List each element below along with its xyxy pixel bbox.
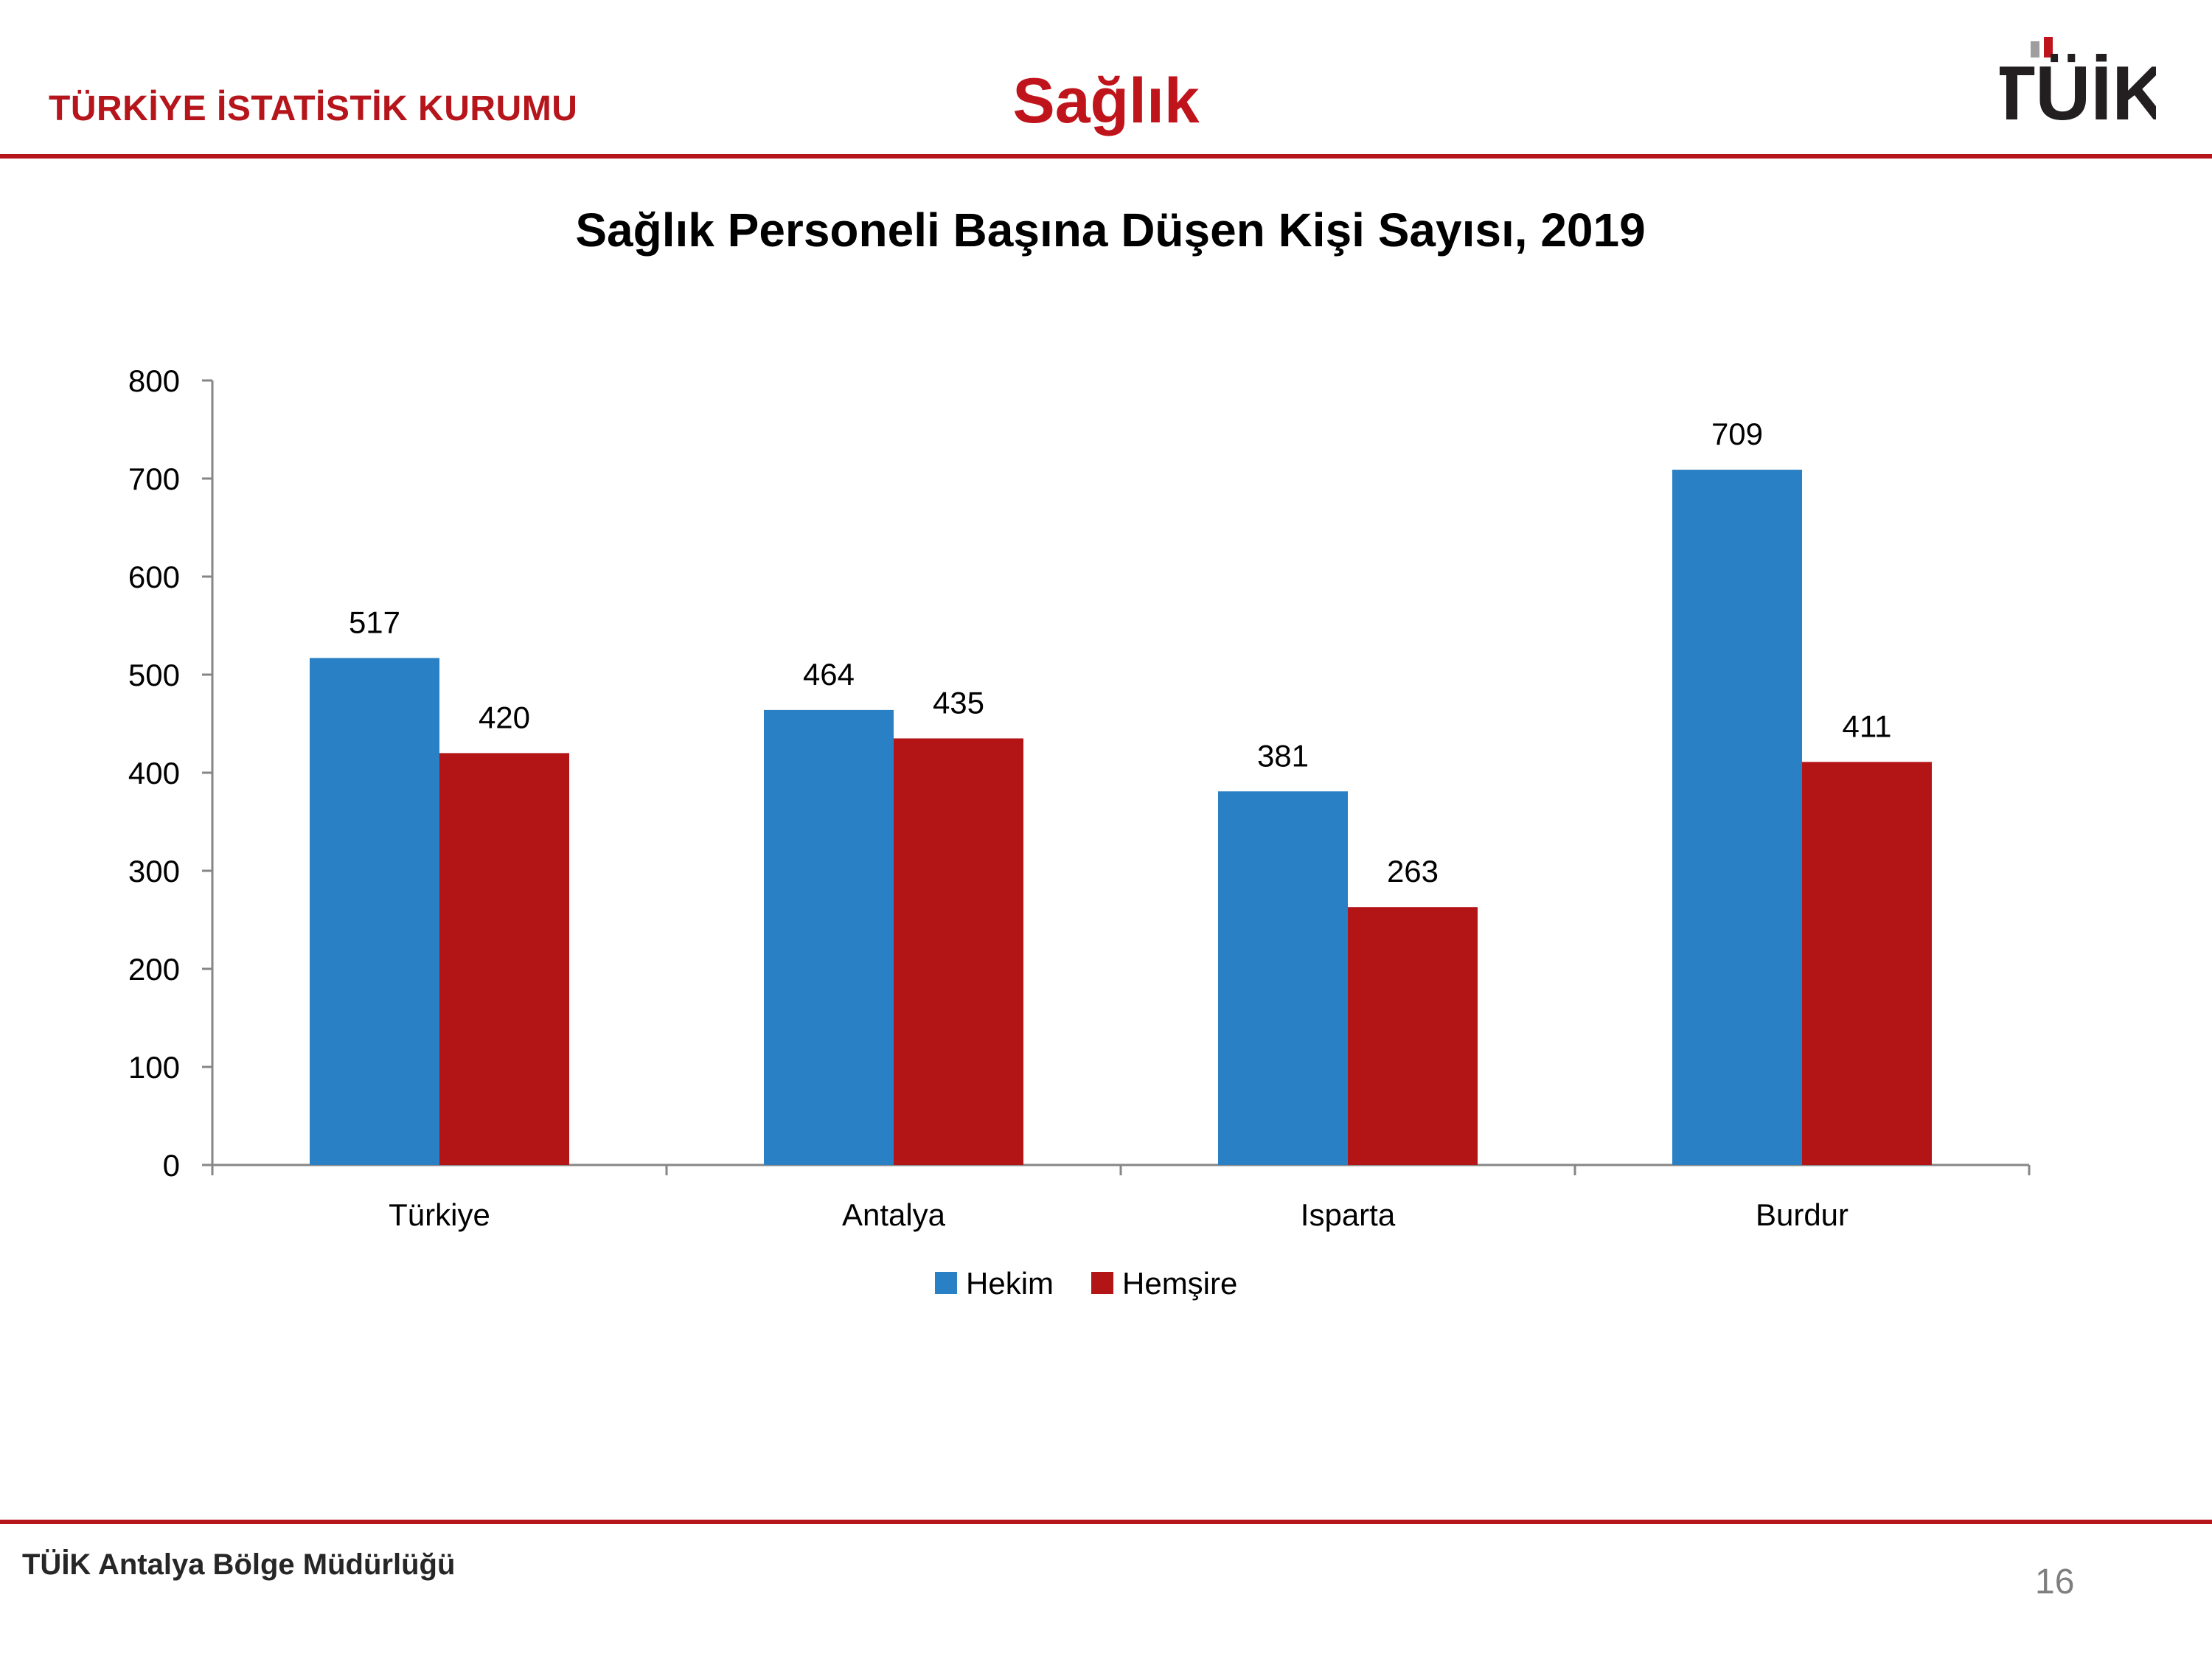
x-category-label: Türkiye: [389, 1197, 490, 1232]
legend-swatch: [1091, 1272, 1113, 1294]
bar-hekim: [1672, 470, 1802, 1165]
tuik-logo: TÜİK: [2000, 37, 2156, 127]
data-label: 517: [349, 605, 400, 639]
footer-divider: [0, 1520, 2212, 1524]
y-tick-label: 0: [163, 1148, 180, 1183]
header-divider: [0, 154, 2212, 159]
y-tick-label: 300: [128, 854, 180, 888]
legend: Hekim Hemşire: [935, 1266, 1237, 1301]
x-category-label: Burdur: [1756, 1197, 1848, 1232]
data-label: 381: [1257, 738, 1309, 773]
y-axis: 0 100 200 300 400 500 600 700 800: [128, 364, 214, 1183]
y-tick-label: 400: [128, 756, 180, 790]
y-tick-label: 200: [128, 952, 180, 987]
bar-hem-ire: [1348, 907, 1478, 1165]
org-name: TÜRKİYE İSTATİSTİK KURUMU: [49, 89, 578, 128]
logo-text: TÜİK: [2000, 51, 2156, 127]
bar-hem-ire: [1802, 762, 1932, 1165]
y-tick-label: 500: [128, 658, 180, 692]
data-labels: 517 464 381 709 420 435 263 411: [349, 417, 1892, 888]
y-tick-label: 600: [128, 560, 180, 594]
footer-office-name: TÜİK Antalya Bölge Müdürlüğü: [22, 1548, 456, 1581]
bar-hem-ire: [894, 738, 1023, 1165]
page-number: 16: [2035, 1562, 2075, 1601]
bar-hekim: [764, 709, 894, 1165]
x-category-label: Antalya: [842, 1197, 946, 1232]
y-tick-label: 100: [128, 1050, 180, 1085]
data-label: 435: [933, 685, 984, 720]
legend-label: Hemşire: [1122, 1266, 1237, 1301]
data-label: 464: [803, 657, 855, 692]
y-tick-label: 700: [128, 462, 180, 496]
data-label: 411: [1843, 709, 1892, 743]
x-category-label: Isparta: [1301, 1197, 1396, 1232]
data-label: 709: [1711, 417, 1763, 451]
data-label: 263: [1387, 854, 1439, 888]
chart-title: Sağlık Personeli Başına Düşen Kişi Sayıs…: [575, 204, 1645, 257]
bars: [310, 470, 1932, 1165]
legend-swatch: [935, 1272, 957, 1294]
y-tick-label: 800: [128, 364, 180, 398]
bar-hem-ire: [439, 753, 569, 1165]
bar-hekim: [310, 658, 439, 1165]
x-axis: Türkiye Antalya Isparta Burdur: [211, 1164, 2031, 1232]
data-label: 420: [479, 700, 530, 734]
section-title: Sağlık: [1012, 66, 1200, 136]
legend-label: Hekim: [966, 1266, 1054, 1301]
bar-hekim: [1218, 791, 1348, 1165]
